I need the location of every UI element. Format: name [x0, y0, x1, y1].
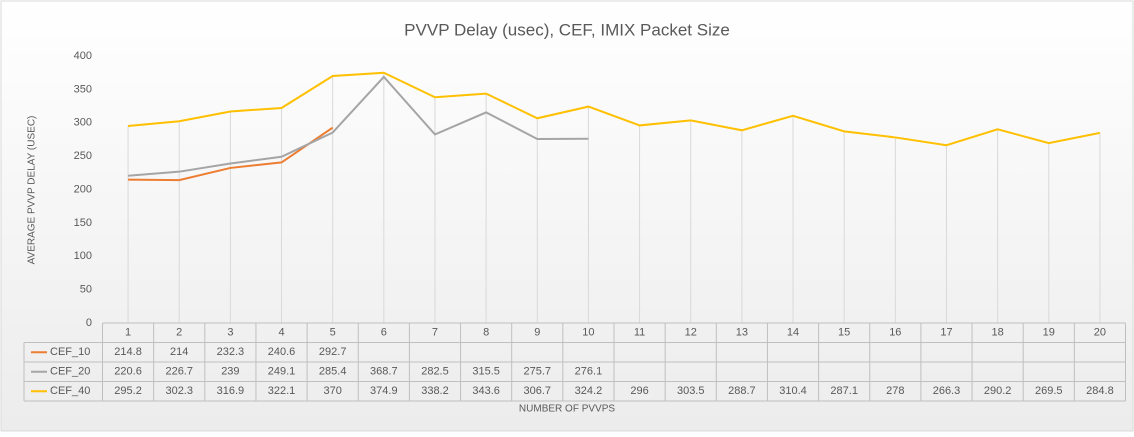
x-tick-label: 4 — [278, 327, 284, 339]
x-tick-label: 9 — [534, 327, 540, 339]
x-tick-label: 20 — [1094, 327, 1106, 339]
x-tick-label: 16 — [889, 327, 901, 339]
table-value: 322.1 — [268, 385, 296, 397]
x-tick-label: 17 — [940, 327, 952, 339]
table-value: 285.4 — [319, 366, 347, 378]
table-value: 276.1 — [575, 366, 603, 378]
legend-label: CEF_20 — [50, 366, 90, 378]
table-value: 315.5 — [472, 366, 500, 378]
table-value: 269.5 — [1035, 385, 1063, 397]
x-tick-label: 11 — [634, 327, 645, 339]
x-axis-label: NUMBER OF PVVPS — [519, 404, 615, 415]
table-value: 266.3 — [933, 385, 961, 397]
x-tick-label: 8 — [483, 327, 489, 339]
table-value: 310.4 — [779, 385, 807, 397]
table-value: 368.7 — [370, 366, 398, 378]
table-value: 316.9 — [217, 385, 245, 397]
x-tick-label: 5 — [330, 327, 336, 339]
table-value: 324.2 — [575, 385, 603, 397]
series-line — [128, 126, 334, 182]
table-value: 249.1 — [268, 366, 296, 378]
table-value: 284.8 — [1086, 385, 1114, 397]
x-tick-label: 10 — [582, 327, 594, 339]
table-value: 232.3 — [217, 346, 245, 358]
y-tick-label: 100 — [74, 250, 92, 262]
x-tick-label: 18 — [992, 327, 1004, 339]
table-value: 338.2 — [421, 385, 449, 397]
y-tick-label: 300 — [74, 117, 92, 129]
table-value: 214.8 — [114, 346, 142, 358]
table-value: 343.6 — [472, 385, 500, 397]
y-tick-label: 150 — [74, 217, 92, 229]
y-tick-label: 250 — [74, 150, 92, 162]
table-value: 303.5 — [677, 385, 705, 397]
table-value: 226.7 — [165, 366, 193, 378]
x-tick-label: 7 — [432, 327, 438, 339]
y-tick-label: 350 — [74, 83, 92, 95]
series-line — [127, 71, 1101, 147]
y-axis-label: AVERAGE PVVP DELAY (USEC) — [27, 116, 38, 265]
x-tick-label: 12 — [685, 327, 697, 339]
x-tick-label: 1 — [125, 327, 131, 339]
chart-title: PVVP Delay (usec), CEF, IMIX Packet Size — [404, 20, 730, 39]
legend-label: CEF_10 — [50, 346, 90, 358]
table-value: 275.7 — [524, 366, 552, 378]
x-tick-label: 2 — [176, 327, 182, 339]
y-tick-label: 400 — [74, 50, 92, 62]
table-value: 288.7 — [728, 385, 756, 397]
y-tick-label: 50 — [80, 284, 92, 296]
table-value: 295.2 — [114, 385, 142, 397]
x-tick-label: 19 — [1043, 327, 1055, 339]
legend-label: CEF_40 — [50, 385, 90, 397]
x-tick-label: 3 — [227, 327, 233, 339]
table-value: 240.6 — [268, 346, 296, 358]
table-value: 374.9 — [370, 385, 398, 397]
x-tick-label: 15 — [838, 327, 850, 339]
table-value: 306.7 — [524, 385, 552, 397]
y-tick-label: 0 — [86, 317, 92, 329]
table-value: 239 — [221, 366, 239, 378]
table-value: 220.6 — [114, 366, 142, 378]
table-value: 278 — [886, 385, 904, 397]
x-tick-label: 13 — [736, 327, 748, 339]
x-tick-label: 14 — [787, 327, 799, 339]
table-value: 292.7 — [319, 346, 347, 358]
table-value: 296 — [630, 385, 648, 397]
table-value: 282.5 — [421, 366, 449, 378]
series-line — [127, 75, 589, 177]
x-tick-label: 6 — [381, 327, 387, 339]
table-value: 290.2 — [984, 385, 1012, 397]
table-value: 287.1 — [830, 385, 858, 397]
table-value: 302.3 — [165, 385, 193, 397]
table-value: 214 — [170, 346, 188, 358]
y-tick-label: 200 — [74, 183, 92, 195]
table-value: 370 — [323, 385, 341, 397]
